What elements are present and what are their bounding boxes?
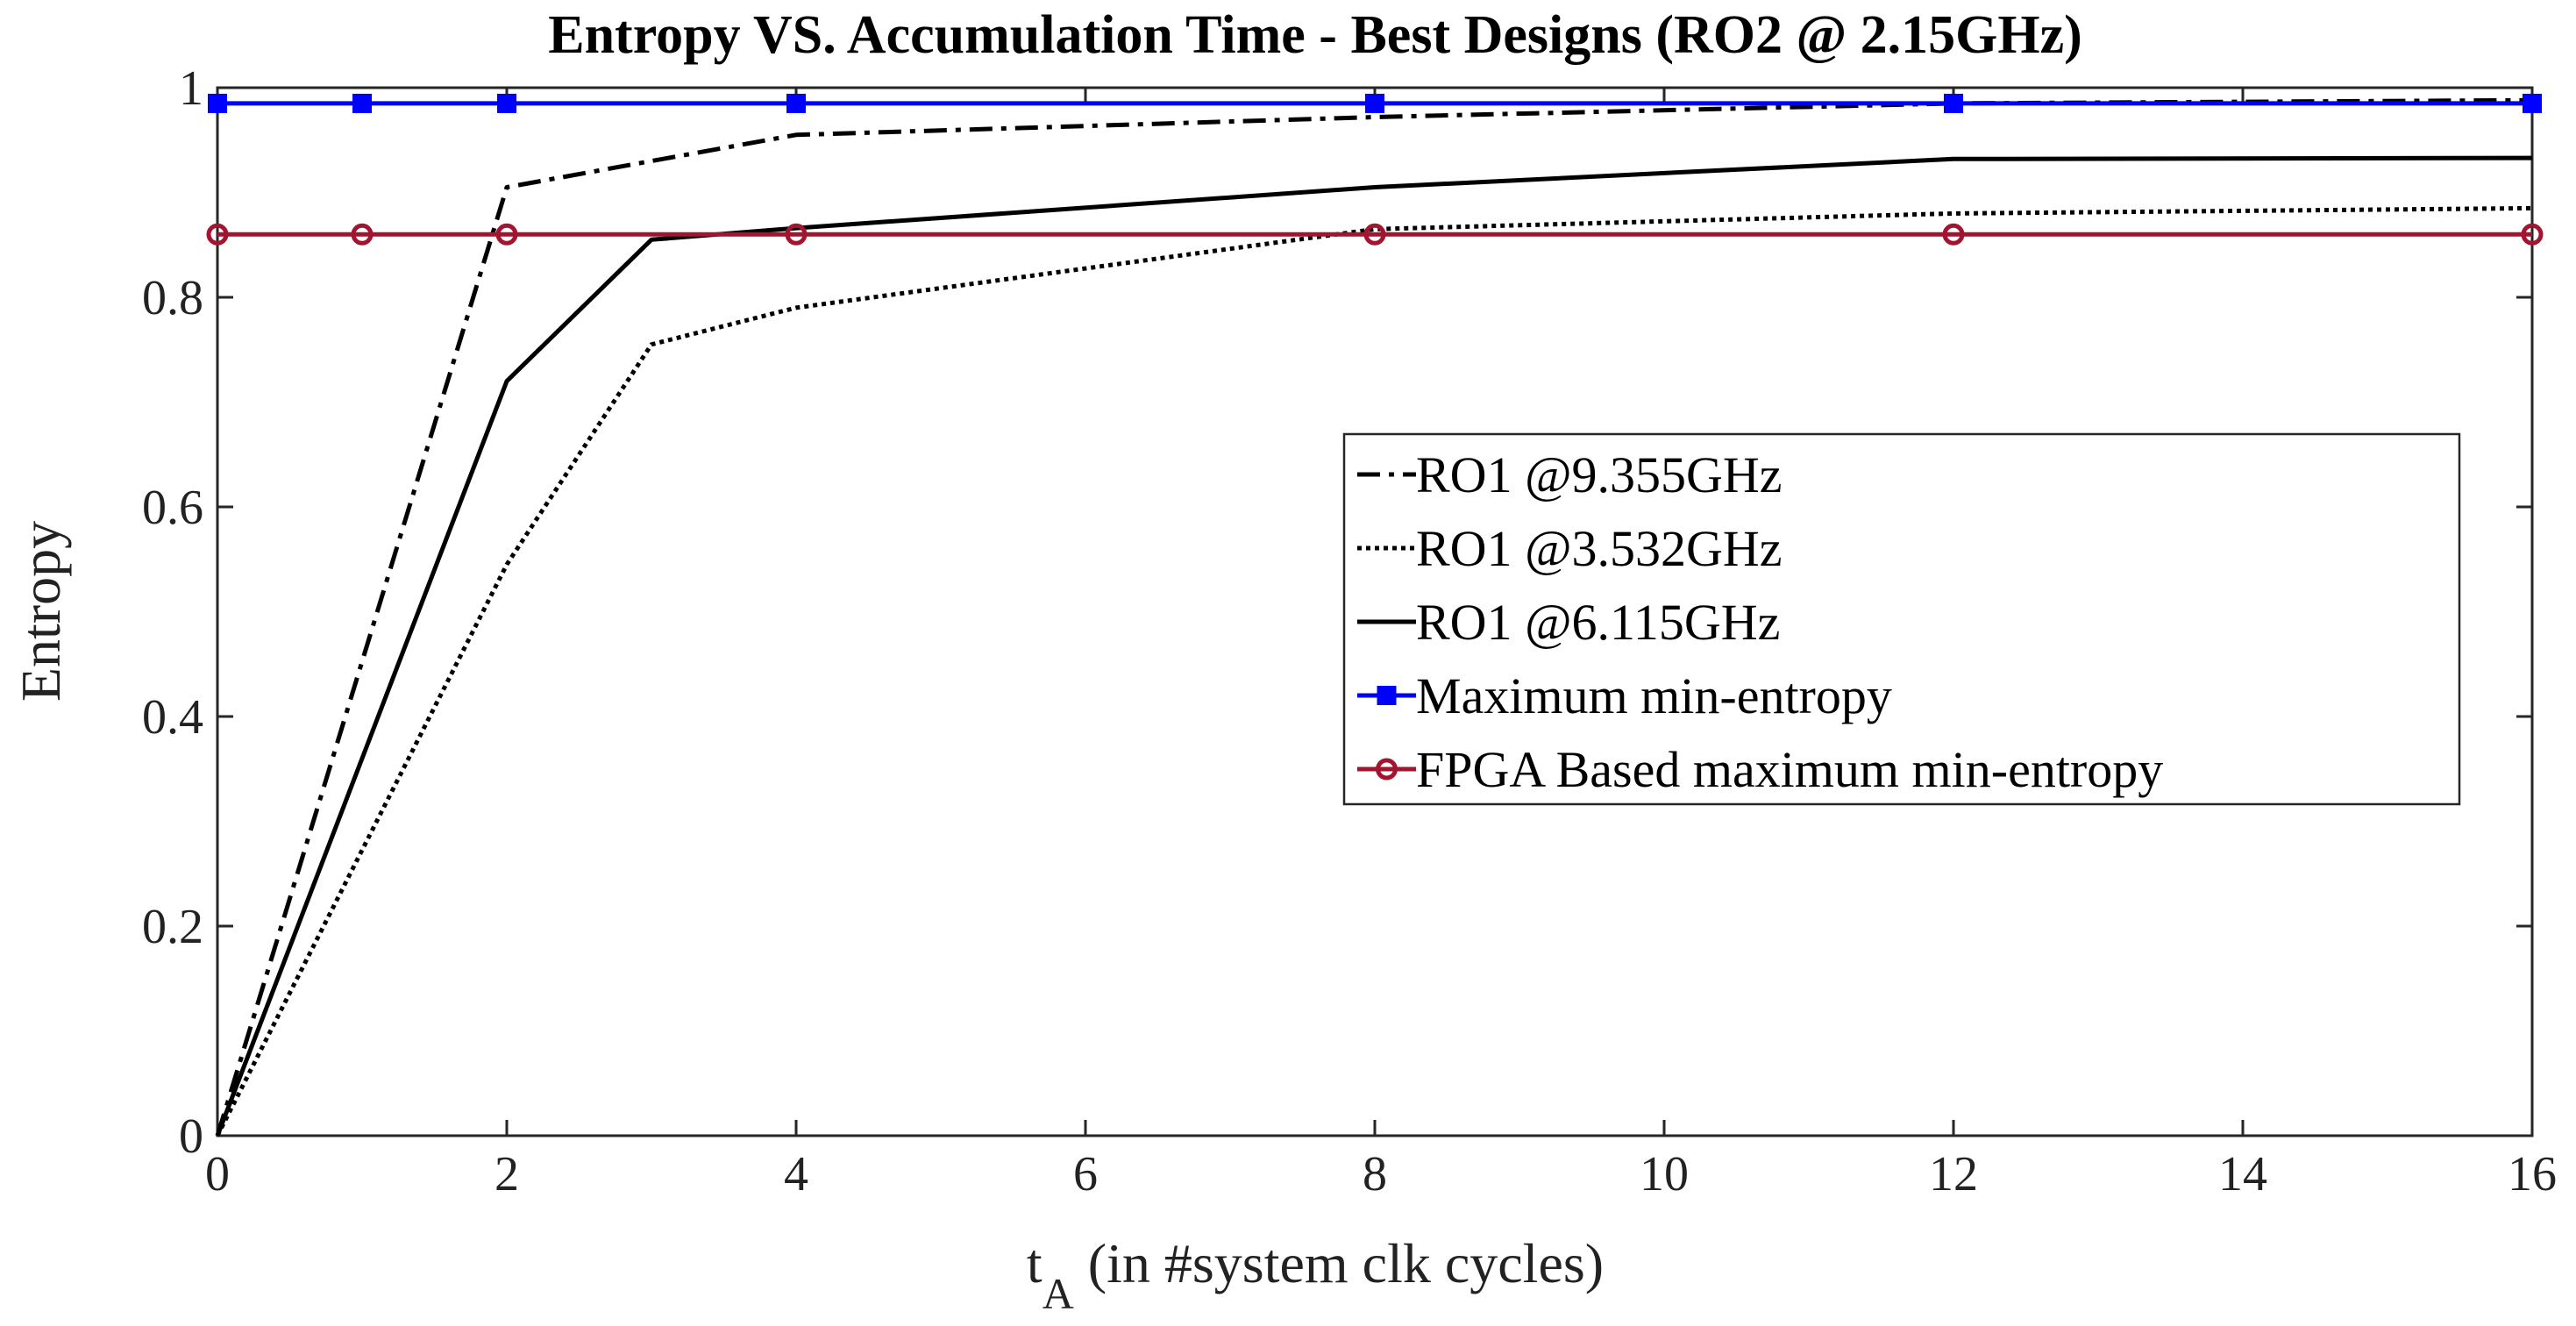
x-tick-label: 2 xyxy=(495,1147,519,1201)
legend-item: RO1 @3.532GHz xyxy=(1357,520,1783,577)
series-ro1-9-355ghz xyxy=(215,97,2533,1137)
data-point xyxy=(351,223,374,246)
legend-item: Maximum min-entropy xyxy=(1357,667,1892,724)
y-tick-label: 0.2 xyxy=(142,900,203,954)
series-fpga-based-maximum-min-entropy xyxy=(206,223,2544,246)
y-axis: 0 0.2 0.4 0.6 0.8 1 xyxy=(142,61,2532,1164)
legend-marker xyxy=(1377,686,1397,705)
x-axis-label-rest: (in #system clk cycles) xyxy=(1074,1232,1604,1294)
data-point xyxy=(1942,223,1965,246)
y-tick-label: 0.8 xyxy=(142,271,203,325)
legend-item: RO1 @9.355GHz xyxy=(1357,446,1783,503)
legend-item: RO1 @6.115GHz xyxy=(1357,594,1780,651)
y-axis-label: Entropy xyxy=(10,521,72,702)
series-lines xyxy=(206,93,2544,1137)
legend: RO1 @9.355GHz RO1 @3.532GHz RO1 @6.115GHz M… xyxy=(1342,432,2461,806)
y-tick-label: 0 xyxy=(179,1109,203,1164)
data-point xyxy=(1363,223,1386,246)
series-ro1-6-115ghz xyxy=(215,155,2533,1137)
legend-item: FPGA Based maximum min-entropy xyxy=(1357,741,2163,798)
data-point xyxy=(1365,93,1384,113)
legend-label: RO1 @9.355GHz xyxy=(1416,446,1783,503)
data-point xyxy=(2523,93,2542,113)
x-tick-label: 16 xyxy=(2508,1147,2557,1201)
series-line-ro1-3-532ghz xyxy=(215,205,2533,1137)
data-point xyxy=(497,93,516,113)
data-point xyxy=(352,93,372,113)
x-tick-label: 8 xyxy=(1363,1147,1387,1201)
data-point xyxy=(786,93,806,113)
legend-label: Maximum min-entropy xyxy=(1416,667,1892,724)
data-point xyxy=(2521,223,2544,246)
x-tick-label: 14 xyxy=(2218,1147,2267,1201)
data-point xyxy=(208,93,227,113)
data-point xyxy=(206,223,229,246)
y-tick-label: 1 xyxy=(179,61,203,116)
data-point xyxy=(495,223,518,246)
series-maximum-min-entropy xyxy=(208,93,2542,113)
x-axis-label-main: t xyxy=(1027,1232,1042,1294)
y-tick-label: 0.6 xyxy=(142,481,203,535)
series-ro1-3-532ghz xyxy=(215,205,2533,1137)
x-tick-label: 12 xyxy=(1929,1147,1978,1201)
x-tick-label: 0 xyxy=(205,1147,230,1201)
y-tick-label: 0.4 xyxy=(142,690,203,745)
legend-box xyxy=(1342,432,2461,806)
x-axis-label: tA (in #system clk cycles) xyxy=(1027,1232,1604,1318)
legend-label: RO1 @6.115GHz xyxy=(1416,594,1780,651)
x-tick-label: 6 xyxy=(1073,1147,1098,1201)
series-line-ro1-6-115ghz xyxy=(215,155,2533,1137)
x-tick-label: 4 xyxy=(784,1147,808,1201)
data-point xyxy=(1944,93,1963,113)
legend-label: RO1 @3.532GHz xyxy=(1416,520,1783,577)
series-line-ro1-9-355ghz xyxy=(215,97,2533,1137)
x-tick-label: 10 xyxy=(1640,1147,1689,1201)
data-point xyxy=(785,223,808,246)
x-axis-label-subscript: A xyxy=(1042,1269,1074,1318)
x-axis: 0 2 4 6 8 10 12 14 16 xyxy=(205,88,2557,1201)
chart-title: Entropy VS. Accumulation Time - Best Des… xyxy=(548,5,2082,65)
legend-marker xyxy=(1376,758,1398,781)
legend-label: FPGA Based maximum min-entropy xyxy=(1416,741,2163,798)
